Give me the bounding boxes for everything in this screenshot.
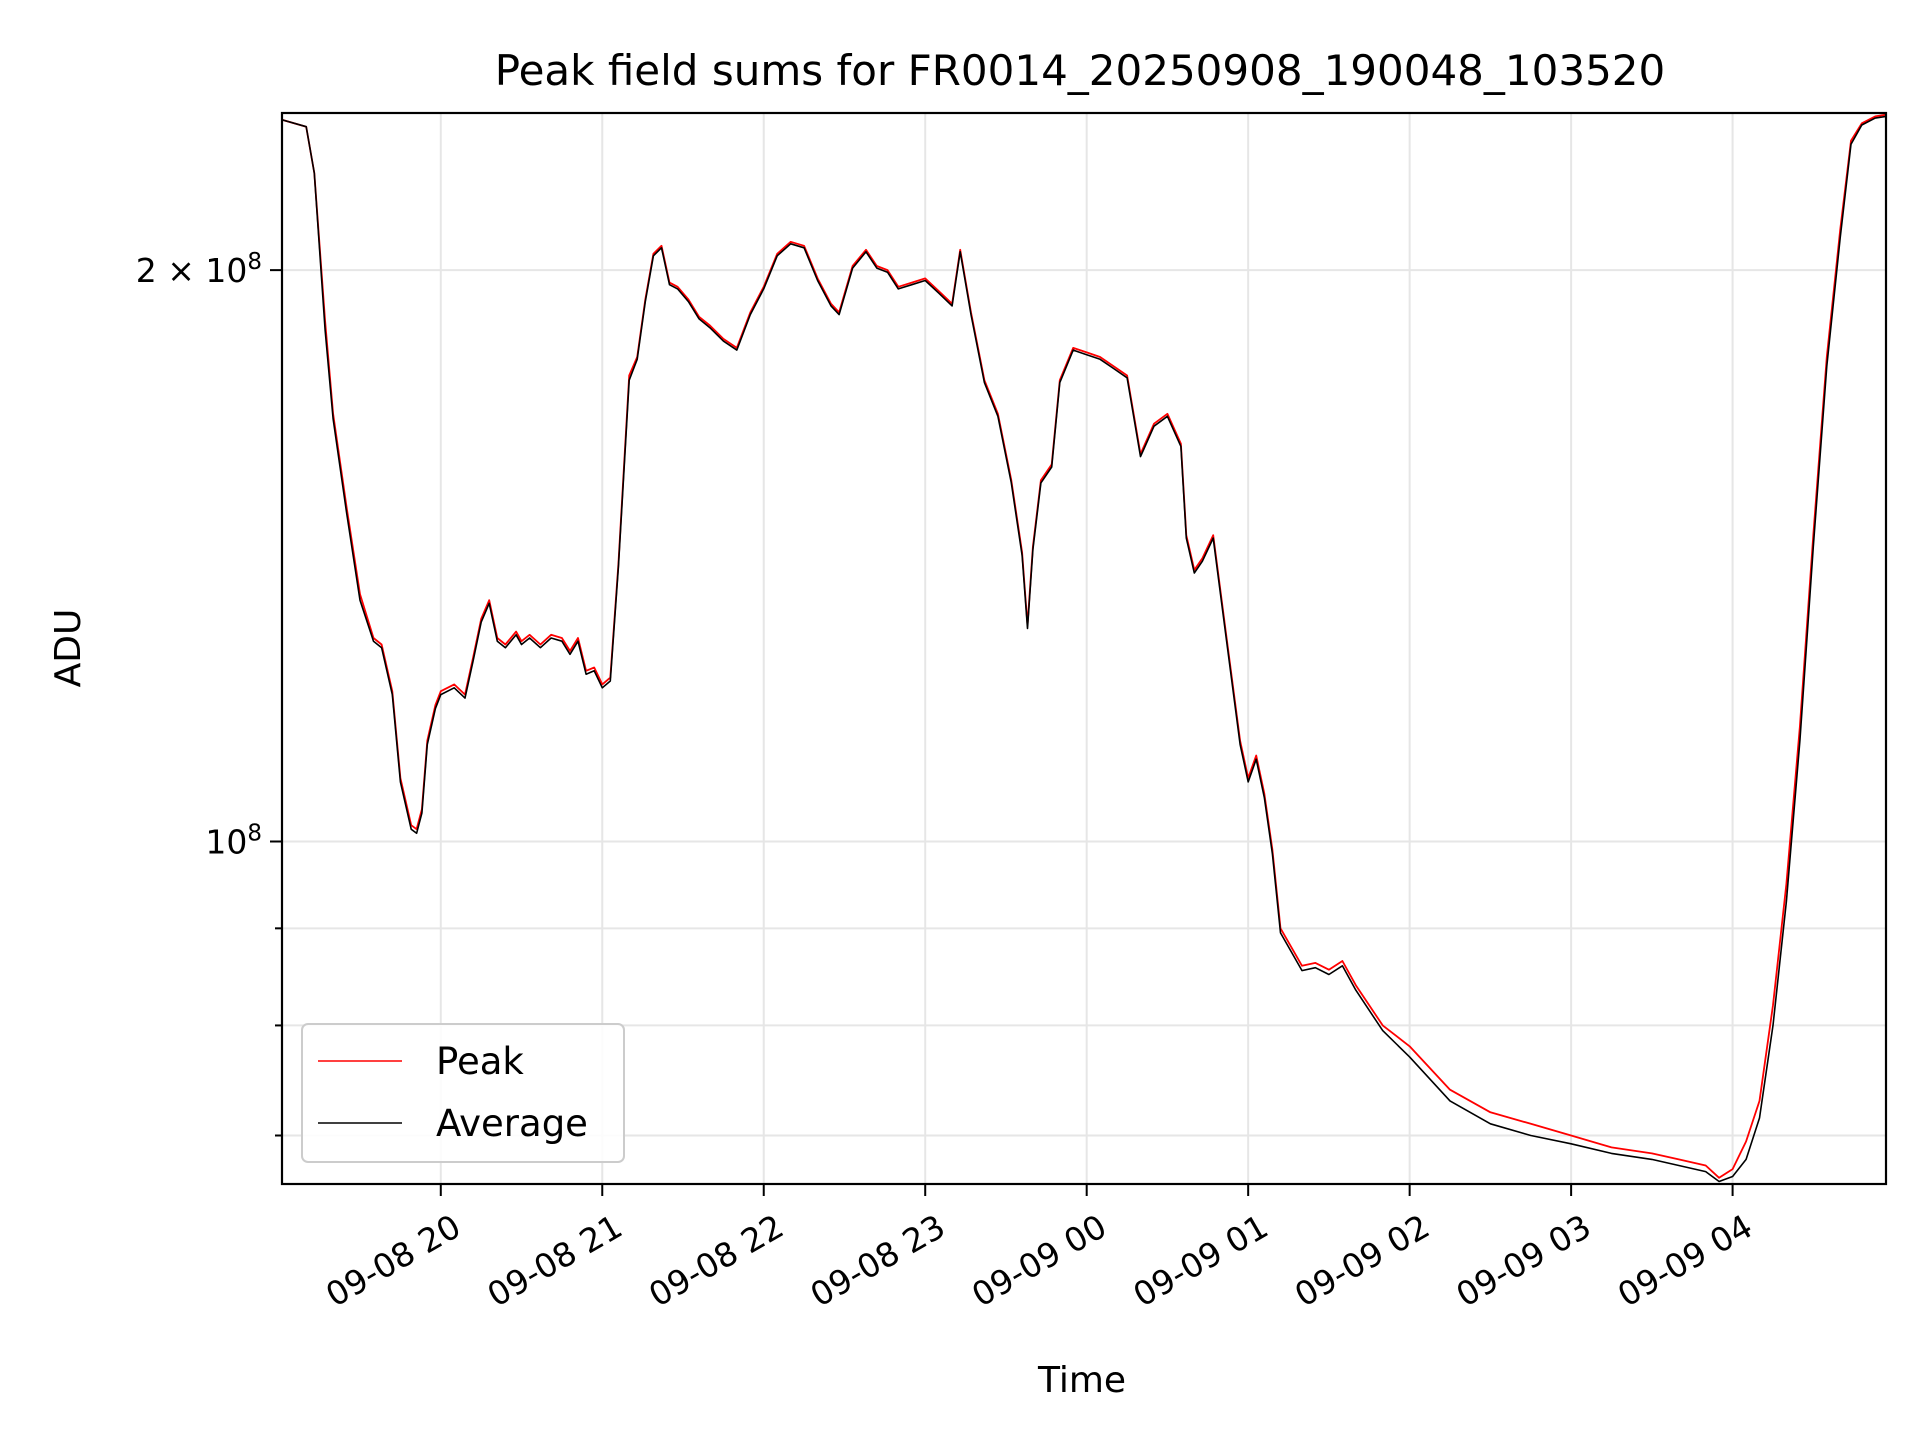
- plot-frame: [280, 111, 1888, 1186]
- series-layer: [282, 113, 1886, 1183]
- x-tick-label: 09-09 00: [965, 1207, 1113, 1315]
- x-tick-label: 09-09 03: [1449, 1207, 1597, 1315]
- legend-label-peak: Peak: [436, 1040, 524, 1083]
- x-tick-label: 09-08 23: [804, 1207, 952, 1315]
- y-axis-label: ADU: [48, 609, 89, 688]
- legend: Peak Average: [301, 1023, 625, 1163]
- legend-label-average: Average: [436, 1102, 588, 1145]
- x-tick-label: 09-09 01: [1127, 1207, 1275, 1315]
- x-tick-label: 09-09 02: [1288, 1207, 1436, 1315]
- x-axis-ticks: 09-08 20 09-08 21 09-08 22 09-08 23 09-09 00…: [319, 1184, 1759, 1315]
- legend-box: [301, 1023, 625, 1163]
- y-axis-ticks: 108 2 × 108: [136, 249, 282, 1137]
- series-line-average: [282, 115, 1886, 1183]
- y-tick-label: 2 × 108: [136, 249, 262, 290]
- y-tick-label: 108: [205, 820, 262, 861]
- x-axis-label: Time: [1037, 1360, 1126, 1401]
- series-line-peak: [282, 113, 1886, 1179]
- x-tick-label: 09-08 20: [319, 1207, 467, 1315]
- x-tick-label: 09-09 04: [1611, 1207, 1759, 1315]
- x-tick-label: 09-08 21: [481, 1207, 629, 1315]
- chart-title: Peak field sums for FR0014_20250908_1900…: [495, 46, 1665, 95]
- x-tick-label: 09-08 22: [642, 1207, 790, 1315]
